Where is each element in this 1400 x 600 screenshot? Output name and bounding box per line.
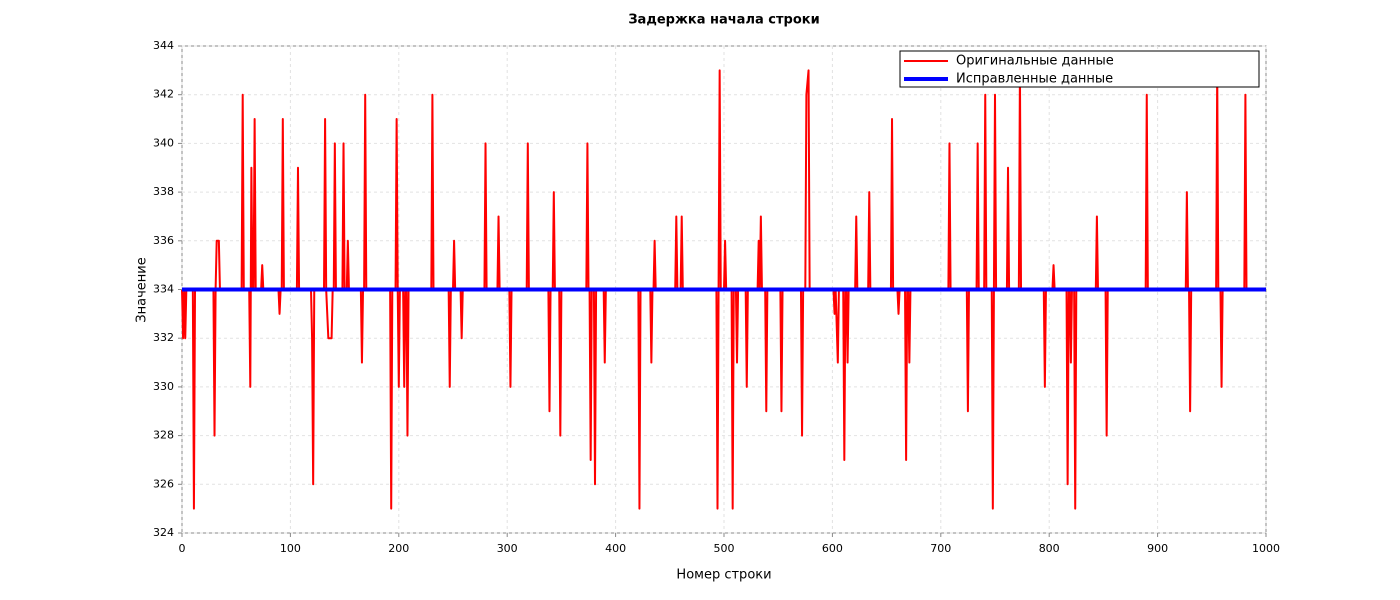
chart-title: Задержка начала строки [628, 13, 819, 28]
x-tick-label: 200 [388, 542, 409, 555]
legend-label: Исправленные данные [956, 72, 1113, 87]
y-tick-label: 330 [153, 380, 174, 393]
y-tick-label: 328 [153, 429, 174, 442]
y-tick-label: 338 [153, 185, 174, 198]
y-tick-label: 332 [153, 331, 174, 344]
data-line [181, 69, 1266, 510]
x-tick-label: 900 [1147, 542, 1168, 555]
x-tick-label: 800 [1039, 542, 1060, 555]
x-tick-label: 100 [280, 542, 301, 555]
y-tick-label: 324 [153, 526, 174, 539]
y-tick-label: 336 [153, 234, 174, 247]
legend-box [899, 50, 1260, 88]
x-tick-label: 300 [497, 542, 518, 555]
x-tick-label: 0 [179, 542, 186, 555]
x-tick-label: 1000 [1252, 542, 1280, 555]
y-tick-label: 340 [153, 136, 174, 149]
x-axis-label: Номер строки [676, 568, 771, 583]
legend-label: Оригинальные данные [956, 54, 1114, 69]
x-tick-label: 400 [605, 542, 626, 555]
x-tick-label: 500 [714, 542, 735, 555]
x-tick-label: 600 [822, 542, 843, 555]
y-tick-label: 326 [153, 477, 174, 490]
x-tick-label: 700 [930, 542, 951, 555]
y-tick-label: 334 [153, 283, 174, 296]
y-tick-label: 342 [153, 88, 174, 101]
y-axis-label: Значение [135, 257, 150, 322]
y-tick-label: 344 [153, 39, 174, 52]
